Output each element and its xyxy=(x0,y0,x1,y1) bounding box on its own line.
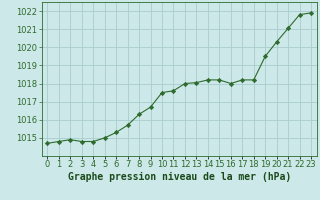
X-axis label: Graphe pression niveau de la mer (hPa): Graphe pression niveau de la mer (hPa) xyxy=(68,172,291,182)
